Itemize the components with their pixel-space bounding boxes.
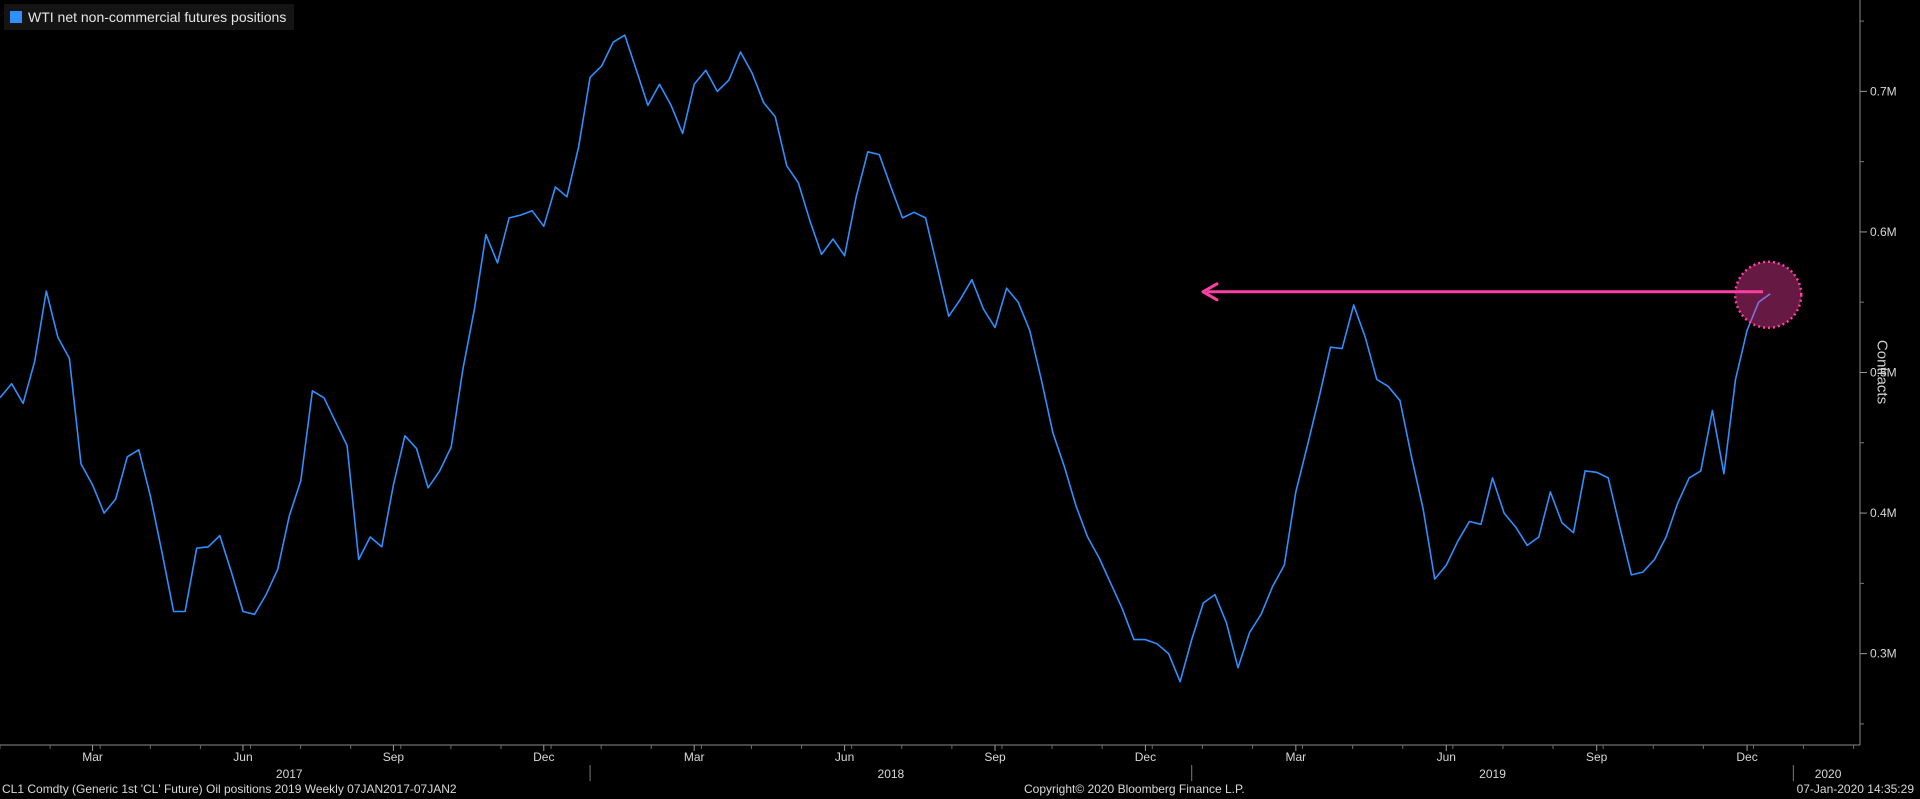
- x-tick-label: Dec: [1736, 750, 1757, 764]
- annotation-layer: [1201, 260, 1803, 330]
- series-line: [0, 34, 1771, 683]
- y-tick-label: 0.7M: [1870, 84, 1897, 98]
- y-axis-title: Contracts: [1873, 339, 1891, 405]
- legend: WTI net non-commercial futures positions: [4, 4, 295, 30]
- year-label: 2019: [1479, 767, 1506, 781]
- year-label: 2017: [276, 767, 303, 781]
- x-tick-label: Jun: [233, 750, 252, 764]
- year-label: 2020: [1815, 767, 1842, 781]
- x-tick-label: Sep: [383, 750, 405, 764]
- highlight-circle: [1733, 260, 1803, 330]
- x-tick-label: Dec: [1135, 750, 1156, 764]
- x-tick-label: Jun: [1437, 750, 1456, 764]
- y-tick-label: 0.3M: [1870, 647, 1897, 661]
- x-tick-label: Sep: [1586, 750, 1608, 764]
- series-layer: [0, 34, 1771, 683]
- footer-timestamp: 07-Jan-2020 14:35:29: [1796, 782, 1914, 796]
- footer-copyright: Copyright© 2020 Bloomberg Finance L.P.: [1024, 782, 1245, 796]
- x-tick-label: Dec: [533, 750, 554, 764]
- y-tick-label: 0.4M: [1870, 506, 1897, 520]
- x-tick-label: Jun: [835, 750, 854, 764]
- y-tick-label: 0.6M: [1870, 225, 1897, 239]
- y-axis: 0.3M 0.4M 0.5M 0.6M 0.7M: [1859, 0, 1897, 745]
- x-tick-label: Mar: [1286, 750, 1307, 764]
- x-axis: Mar Jun Sep Dec Mar Jun Sep Dec Mar Jun Sep Dec 2017…: [0, 744, 1860, 781]
- x-tick-label: Mar: [684, 750, 705, 764]
- footer-source: CL1 Comdty (Generic 1st 'CL' Future) Oil…: [2, 782, 457, 796]
- x-tick-label: Mar: [82, 750, 103, 764]
- x-tick-label: Sep: [984, 750, 1006, 764]
- year-label: 2018: [878, 767, 905, 781]
- legend-label: WTI net non-commercial futures positions: [28, 9, 287, 25]
- arrow-head: [1201, 282, 1219, 302]
- legend-swatch: [10, 11, 22, 23]
- y-tick-label: 0.5M: [1870, 366, 1897, 380]
